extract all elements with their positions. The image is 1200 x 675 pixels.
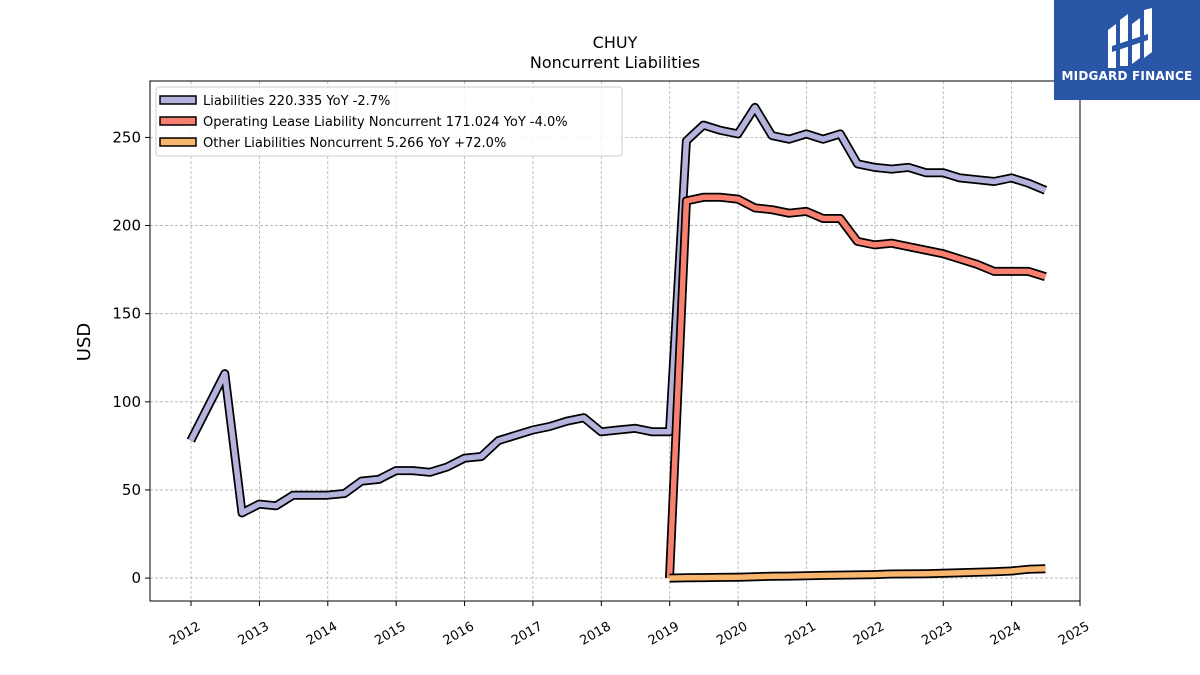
y-tick-label: 100 [112, 393, 141, 411]
grid [150, 81, 1081, 601]
y-tick-label: 50 [122, 481, 141, 499]
series-line-1 [666, 194, 1047, 579]
y-tick-label: 0 [131, 569, 141, 587]
legend-label-2: Other Liabilities Noncurrent 5.266 YoY +… [203, 136, 506, 151]
legend-swatch-0 [159, 95, 197, 105]
plot-frame [149, 80, 1081, 602]
legend: Liabilities 220.335 YoY -2.7% Operating L… [155, 86, 623, 157]
series-line-0 [188, 104, 1047, 516]
legend-swatch-2 [159, 137, 197, 147]
y-tick-label: 200 [112, 217, 141, 235]
legend-label-1: Operating Lease Liability Noncurrent 171… [203, 115, 568, 130]
series-line-2 [669, 565, 1046, 581]
chart-title: CHUY [593, 33, 638, 52]
y-axis-label: USD [74, 323, 95, 361]
chart-subtitle: Noncurrent Liabilities [530, 53, 700, 72]
legend-swatch-1 [159, 116, 197, 126]
series-layer [186, 102, 1048, 583]
y-tick-label: 250 [112, 128, 141, 146]
legend-label-0: Liabilities 220.335 YoY -2.7% [203, 94, 390, 109]
midgard-finance-logo: MIDGARD FINANCE [1054, 0, 1200, 100]
logo-text: MIDGARD FINANCE [1061, 69, 1193, 83]
logo-mark-icon [1108, 8, 1152, 68]
legend-box [155, 86, 623, 157]
y-tick-label: 150 [112, 305, 141, 323]
